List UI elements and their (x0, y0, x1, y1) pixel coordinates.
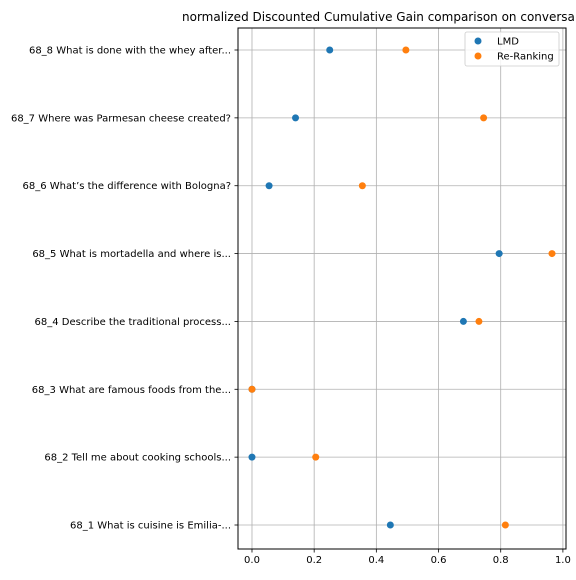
data-point-lmd (326, 46, 334, 54)
legend: LMD Re-Ranking (464, 31, 560, 67)
legend-label: LMD (497, 37, 519, 48)
data-point-re-ranking (475, 317, 483, 325)
data-point-lmd (459, 317, 467, 325)
legend-marker (474, 37, 482, 45)
data-point-lmd (292, 114, 300, 122)
legend-box (464, 31, 560, 67)
y-tick-label: 68_8 What is done with the whey after... (29, 46, 231, 57)
data-point-re-ranking (312, 453, 320, 461)
data-point-re-ranking (548, 250, 556, 258)
y-tick-label: 68_7 Where was Parmesan cheese created? (11, 113, 231, 124)
x-tick-label: 0.0 (244, 555, 260, 566)
data-point-re-ranking (248, 385, 256, 393)
x-tick-label: 0.4 (368, 555, 384, 566)
y-tick-label: 68_3 What are famous foods from the... (32, 385, 231, 396)
legend-label: Re-Ranking (497, 52, 554, 63)
y-tick-label: 68_2 Tell me about cooking schools... (44, 453, 231, 464)
y-tick-label: 68_1 What is cuisine is Emilia-... (70, 521, 231, 532)
grid (238, 28, 566, 549)
y-tick-label: 68_4 Describe the traditional process... (35, 317, 231, 328)
y-tick-label: 68_6 What’s the difference with Bologna? (23, 181, 231, 192)
x-tick-label: 1.0 (555, 555, 571, 566)
data-point-re-ranking (402, 46, 410, 54)
y-tick-label: 68_5 What is mortadella and where is... (32, 249, 231, 260)
data-points (248, 46, 556, 529)
data-point-re-ranking (501, 521, 509, 529)
data-point-lmd (265, 182, 273, 190)
data-point-lmd (248, 453, 256, 461)
data-point-lmd (386, 521, 394, 529)
plot-frame (237, 27, 567, 550)
x-tick-label: 0.6 (431, 555, 447, 566)
x-tick-label: 0.8 (493, 555, 509, 566)
legend-marker (474, 52, 482, 60)
x-tick-label: 0.2 (306, 555, 322, 566)
chart-title: normalized Discounted Cumulative Gain co… (182, 10, 575, 24)
data-point-re-ranking (358, 182, 366, 190)
data-point-lmd (495, 250, 503, 258)
ticks: 0.0 0.2 0.4 0.6 0.8 1.0 68_8 What is done with… (11, 46, 571, 567)
data-point-re-ranking (480, 114, 488, 122)
